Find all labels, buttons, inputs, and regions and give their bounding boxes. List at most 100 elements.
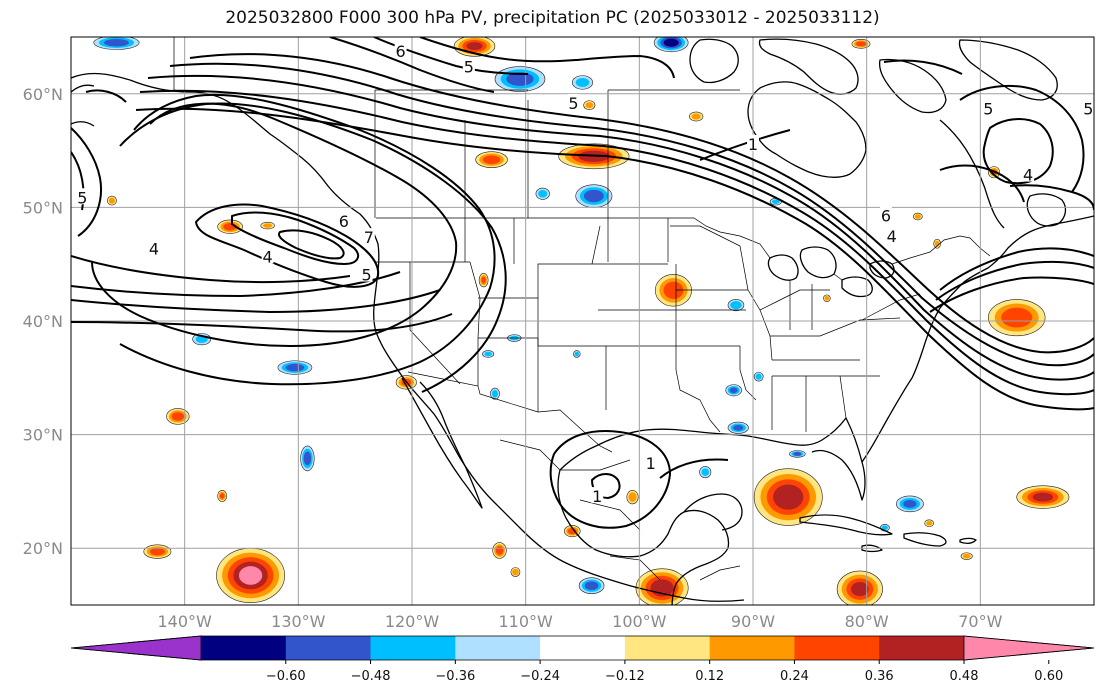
precip-blob	[753, 371, 764, 382]
colorbar-tick-label: 0.60	[1034, 669, 1063, 684]
precip-blob	[725, 384, 742, 397]
precip-blob	[510, 567, 521, 577]
precip-blob	[912, 212, 923, 221]
colorbar-segment	[285, 636, 372, 660]
precip-blob	[490, 387, 500, 400]
precip-blob	[895, 495, 924, 513]
contour-label-bg	[462, 57, 475, 74]
lon-tick-label: 120°W	[385, 612, 440, 631]
lon-tick-label: 90°W	[731, 612, 775, 631]
contour-label-bg	[362, 228, 375, 245]
contour-label: 4	[263, 247, 273, 266]
precip-blob	[578, 577, 605, 594]
precip-blob	[475, 151, 508, 168]
precip-blob	[851, 38, 871, 49]
colorbar-extend-high	[963, 635, 1095, 661]
precip-blob	[492, 542, 507, 559]
colorbar-tick-label: −0.60	[266, 669, 306, 684]
contour-label-bg	[147, 239, 160, 256]
lat-tick-label: 20°N	[23, 539, 63, 558]
lat-tick-label: 50°N	[23, 198, 63, 217]
colorbar-tick-label: 0.36	[865, 669, 894, 684]
colorbar-tick-label: −0.48	[351, 669, 391, 684]
precip-blob	[753, 468, 823, 526]
colorbar-segment	[201, 636, 287, 660]
precip-blob	[143, 544, 172, 559]
colorbar-extend-low	[70, 635, 202, 661]
colorbar-segment	[794, 636, 880, 660]
precip-blob	[583, 100, 596, 111]
precip-blob	[699, 466, 712, 479]
contour-label: 1	[646, 454, 656, 473]
precip-blob	[924, 519, 935, 527]
pv-contours	[71, 37, 1094, 529]
precip-blob	[573, 350, 581, 358]
contour-label-bg	[360, 265, 373, 282]
contour-label-bg	[1082, 99, 1094, 116]
contour-label: 1	[592, 487, 602, 506]
map-frame	[70, 36, 1095, 606]
precip-blob	[653, 37, 689, 53]
contour-label: 5	[1083, 100, 1093, 119]
precip-blob	[635, 568, 689, 605]
colorbar-segment	[709, 636, 795, 660]
contour-label-bg	[337, 212, 350, 229]
contour-label: 6	[339, 212, 349, 231]
contour-label-bg	[591, 487, 604, 504]
contour-label: 5	[361, 266, 371, 285]
colorbar: −0.60 −0.48 −0.36 −0.24 −0.12 0.12 0.24 0.36 0.4…	[70, 635, 1095, 684]
lat-tick-label: 60°N	[23, 85, 63, 104]
precip-blob	[836, 570, 883, 605]
colorbar-segment	[879, 636, 965, 660]
colorbar-segment	[624, 636, 711, 660]
precip-blob	[823, 294, 831, 302]
precip-blob	[626, 489, 639, 505]
contour-label: 7	[364, 228, 374, 247]
lon-tick-label: 110°W	[498, 612, 553, 631]
contour-label: 1	[748, 135, 758, 154]
precip-blob	[571, 75, 594, 90]
latitude-labels: 20°N 30°N 40°N 50°N 60°N	[23, 85, 63, 558]
precip-blob	[960, 552, 973, 560]
contour-label-bg	[261, 247, 274, 264]
precip-blob	[575, 184, 613, 208]
colorbar-outline	[70, 635, 1095, 661]
colorbar-tick-label: −0.24	[520, 669, 560, 684]
colorbar-tick-label: 0.48	[950, 669, 979, 684]
precip-blob	[216, 547, 285, 604]
colorbar-segment	[540, 636, 626, 660]
contour-label: 4	[149, 239, 159, 258]
lat-tick-label: 30°N	[23, 426, 63, 445]
contour-label-bg	[76, 188, 89, 205]
precip-blob	[217, 219, 243, 234]
contour-label: 5	[77, 188, 87, 207]
contour-label: 4	[887, 227, 897, 246]
lon-tick-label: 100°W	[612, 612, 667, 631]
precip-blob	[166, 408, 190, 425]
map-title: 2025032800 F000 300 hPa PV, precipitatio…	[225, 8, 880, 28]
precip-blob	[1016, 485, 1070, 509]
contour-label-bg	[885, 226, 898, 243]
contour-label: 4	[1023, 166, 1033, 185]
contour-label-bg	[747, 134, 759, 151]
contour-label-bg	[982, 99, 995, 116]
precip-blob	[789, 450, 806, 458]
lon-tick-label: 70°W	[958, 612, 1002, 631]
precip-blob	[727, 421, 749, 434]
colorbar-segment	[455, 636, 541, 660]
contour-label: 5	[464, 58, 474, 77]
precipitation-shading	[93, 37, 1070, 605]
longitude-labels: 140°W 130°W 120°W 110°W 100°W 90°W 80°W 70°W	[157, 612, 1002, 631]
contour-label-bg	[1022, 165, 1035, 182]
precip-blob	[689, 111, 704, 122]
precip-blob	[494, 66, 546, 92]
precip-blob	[933, 238, 941, 249]
contour-label-bg	[567, 94, 580, 111]
lon-tick-label: 80°W	[845, 612, 889, 631]
precip-blob	[478, 272, 489, 288]
state-country-borders	[173, 37, 991, 581]
contour-label-bg	[879, 206, 892, 223]
colorbar-tick-label: −0.12	[605, 669, 645, 684]
